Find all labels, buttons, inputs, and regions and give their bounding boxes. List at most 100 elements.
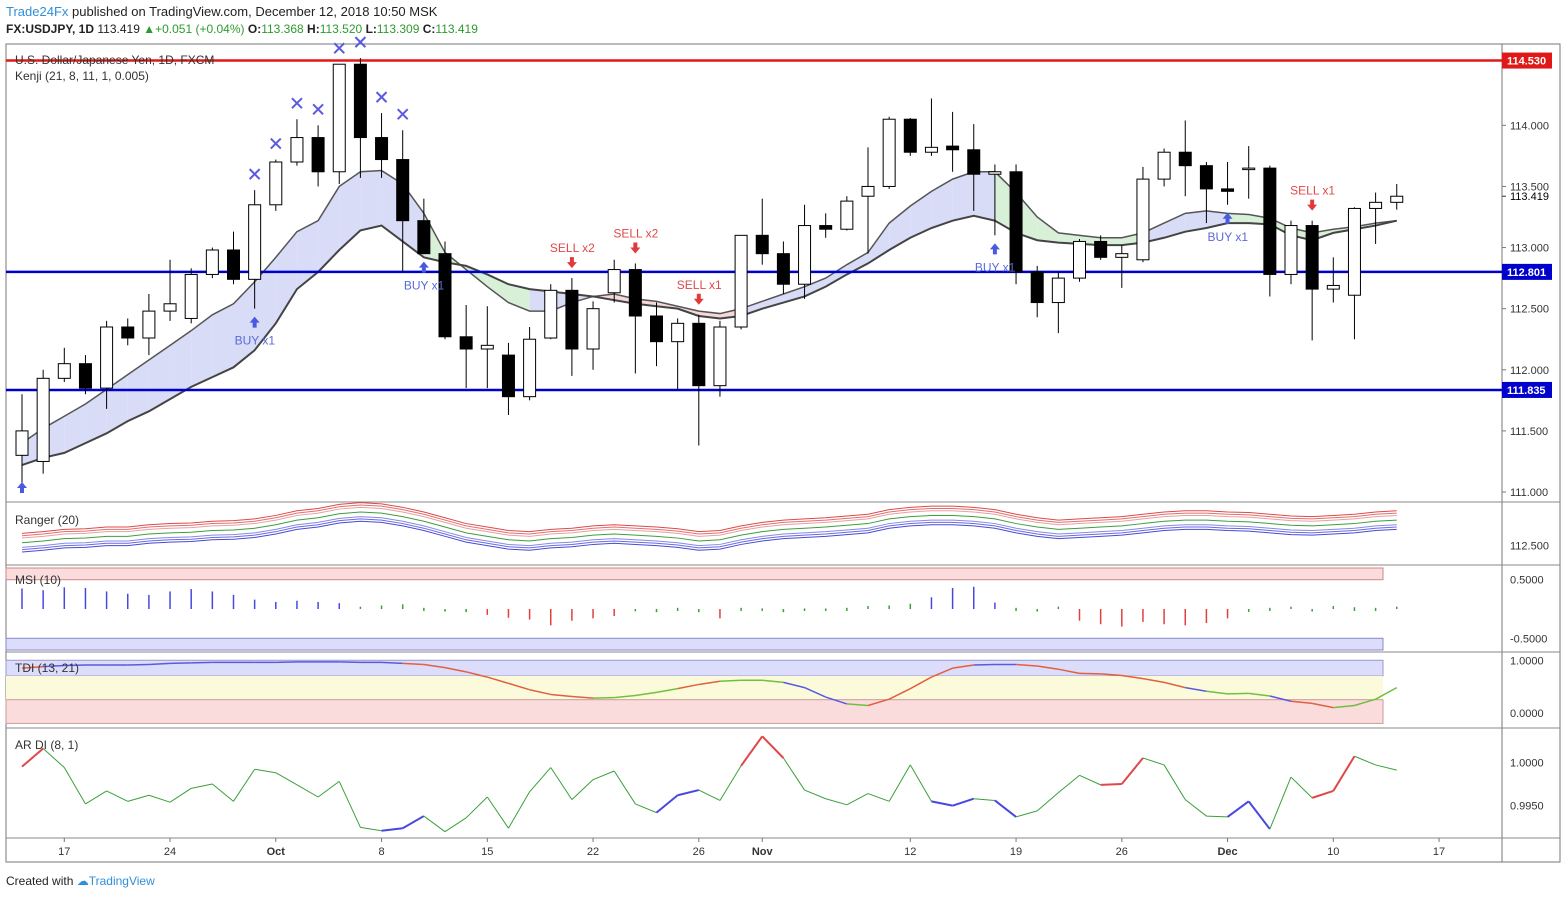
- tdi-line-segment: [191, 661, 213, 664]
- candle-body: [713, 326, 727, 387]
- high-value: 113.520: [319, 22, 363, 36]
- tdi-line-segment: [952, 664, 974, 669]
- tdi-line-segment: [529, 688, 551, 696]
- candle-body: [1221, 188, 1235, 192]
- ranger-band-line: [21, 502, 1397, 534]
- last-price: 113.419: [97, 22, 140, 36]
- kenji-cloud: [170, 330, 192, 400]
- tdi-title: TDI (13, 21): [15, 661, 79, 675]
- candle-body: [375, 137, 389, 161]
- x-tick-label: 24: [164, 846, 176, 858]
- tdi-line-segment: [1227, 692, 1249, 695]
- ardi-line-segment: [931, 800, 953, 807]
- tdi-line-segment: [21, 665, 44, 669]
- level-price-tag: [1502, 52, 1552, 69]
- ardi-line-segment: [317, 780, 340, 798]
- candle-body: [628, 269, 642, 317]
- sell-arrow-icon: [630, 242, 641, 254]
- tradingview-logo-icon[interactable]: ☁: [76, 874, 89, 888]
- footer: Created with ☁TradingView: [6, 874, 155, 888]
- sell-signal-label: SELL x1: [1290, 184, 1335, 198]
- ardi-y-tick-label: 1.0000: [1510, 757, 1544, 769]
- tdi-line-segment: [1248, 692, 1270, 697]
- price-change: +0.051 (+0.04%): [155, 22, 245, 36]
- x-tick-label: 10: [1327, 846, 1339, 858]
- candle-body: [163, 303, 177, 312]
- level-price-tag: [1502, 381, 1552, 398]
- y-tick-label: 111.500: [1510, 426, 1548, 438]
- kenji-cloud: [762, 294, 784, 309]
- x-tick-label: Oct: [267, 846, 286, 858]
- ardi-line-segment: [529, 767, 552, 793]
- kenji-cloud: [1164, 213, 1186, 238]
- ardi-line-segment: [212, 783, 234, 802]
- candle-body: [798, 225, 812, 285]
- candle-body: [78, 363, 92, 389]
- tdi-line-segment: [1290, 700, 1313, 705]
- candle-body: [650, 315, 663, 343]
- tdi-line-segment: [1206, 690, 1228, 695]
- tradingview-logo[interactable]: TradingView: [88, 874, 155, 888]
- tdi-line-segment: [1163, 681, 1186, 689]
- ardi-line-segment: [85, 790, 107, 805]
- ardi-line-segment: [613, 770, 636, 805]
- tdi-line-segment: [1121, 674, 1144, 680]
- tdi-line-segment: [1015, 663, 1038, 667]
- candle-body: [269, 161, 283, 206]
- kenji-cloud: [804, 278, 826, 297]
- candle-body: [671, 322, 685, 343]
- buy-signal-label: BUY x1: [404, 279, 445, 293]
- tdi-line-segment: [1142, 677, 1165, 684]
- ardi-line-segment: [42, 748, 65, 768]
- tdi-line-segment: [677, 683, 699, 690]
- buy-arrow-icon: [1222, 212, 1233, 224]
- ardi-line-segment: [21, 747, 44, 768]
- tdi-line-segment: [64, 664, 86, 667]
- kenji-cloud: [487, 274, 509, 303]
- candle-body: [565, 289, 579, 350]
- x-tick-label: Dec: [1217, 846, 1237, 858]
- tdi-line-segment: [444, 666, 467, 673]
- x-tick-label: 19: [1010, 846, 1022, 858]
- high-label: H:: [307, 22, 320, 36]
- kenji-upper-line: [21, 169, 1397, 444]
- kenji-cloud: [233, 281, 255, 368]
- tdi-line-segment: [571, 695, 594, 699]
- ardi-line-segment: [127, 794, 150, 802]
- tdi-line-segment: [127, 663, 149, 666]
- tdi-line-segment: [487, 676, 509, 685]
- open-value: 113.368: [261, 22, 304, 36]
- kenji-cloud: [846, 252, 868, 275]
- tdi-line-segment: [1185, 686, 1207, 693]
- candle-body: [882, 118, 896, 187]
- ardi-line-segment: [1015, 810, 1038, 818]
- candle-body: [332, 63, 346, 173]
- candle-body: [1115, 253, 1129, 258]
- ardi-line-segment: [1184, 799, 1207, 817]
- ranger-band-line: [21, 520, 1397, 553]
- x-mark-icon: [354, 36, 367, 48]
- kenji-cloud: [191, 314, 213, 387]
- candle-body: [607, 269, 621, 294]
- candle-body: [15, 430, 29, 456]
- kenji-cloud: [952, 171, 974, 221]
- x-mark-icon: [248, 168, 261, 180]
- tdi-line-segment: [1354, 698, 1376, 707]
- candle-body: [184, 273, 198, 319]
- buy-signal-label: BUY x1: [235, 334, 276, 348]
- ardi-line-segment: [782, 757, 805, 791]
- ardi-line-segment: [740, 735, 764, 767]
- brand-link[interactable]: Trade24Fx: [6, 4, 69, 19]
- ardi-line-segment: [952, 797, 975, 807]
- buy-arrow-icon: [989, 243, 1000, 255]
- candle-body: [1390, 195, 1404, 203]
- candle-body: [734, 234, 748, 328]
- buy-arrow-icon: [418, 261, 429, 273]
- kenji-cloud: [296, 220, 319, 290]
- level-price-label: 114.530: [1507, 56, 1546, 68]
- chart-frame: [5, 43, 1561, 863]
- ardi-line-segment: [1375, 764, 1397, 771]
- candle-body: [1369, 201, 1383, 209]
- candle-body: [1199, 165, 1213, 190]
